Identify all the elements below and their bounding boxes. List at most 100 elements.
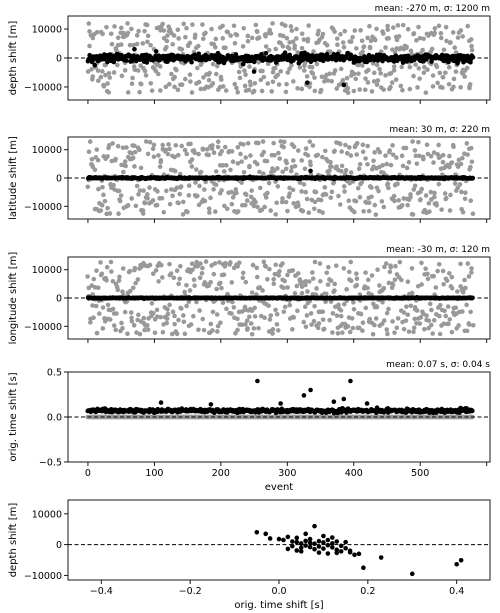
x-tick-label: 500 <box>411 468 429 479</box>
data-point <box>363 156 368 161</box>
data-point <box>144 22 150 28</box>
data-point <box>377 66 382 72</box>
data-point <box>301 319 307 325</box>
data-point <box>357 87 363 92</box>
data-point <box>137 147 142 153</box>
data-point <box>406 329 412 334</box>
data-point <box>431 273 437 279</box>
data-point <box>278 139 283 144</box>
data-point <box>320 154 325 160</box>
data-point <box>312 259 318 265</box>
data-point <box>385 181 391 186</box>
data-point <box>318 197 324 203</box>
data-point <box>322 148 328 154</box>
y-tick-label: 0.5 <box>47 368 62 379</box>
data-point <box>419 282 424 287</box>
data-point <box>191 277 197 283</box>
data-point <box>383 45 388 50</box>
data-point <box>302 166 308 172</box>
data-point <box>300 208 305 214</box>
data-point <box>351 88 357 94</box>
data-point <box>289 28 295 33</box>
data-point <box>365 67 371 73</box>
data-point <box>427 301 433 307</box>
data-point <box>274 311 280 317</box>
data-point <box>323 299 328 305</box>
data-point <box>206 77 212 83</box>
data-point <box>357 161 363 167</box>
data-point <box>110 141 115 146</box>
data-point <box>138 165 144 171</box>
data-point <box>215 323 221 329</box>
data-point <box>405 202 410 208</box>
data-point <box>366 208 372 214</box>
data-point <box>388 84 393 90</box>
data-point <box>268 31 274 36</box>
data-point <box>140 211 146 216</box>
data-point <box>291 79 296 84</box>
data-point <box>314 61 320 67</box>
data-point <box>99 271 105 277</box>
data-point <box>145 151 151 157</box>
data-point <box>119 320 124 326</box>
data-point <box>168 271 174 276</box>
data-point <box>100 185 105 190</box>
data-point <box>350 34 355 40</box>
data-point <box>186 299 192 305</box>
data-point <box>182 289 187 295</box>
data-point <box>260 68 265 74</box>
data-point <box>414 320 419 326</box>
data-point <box>312 523 317 529</box>
data-point <box>429 59 434 64</box>
data-point <box>242 68 247 74</box>
data-point <box>167 27 173 32</box>
data-point <box>381 87 386 92</box>
data-point <box>418 315 424 320</box>
data-point <box>447 271 452 276</box>
data-point <box>293 36 299 41</box>
data-point <box>460 309 465 314</box>
data-point <box>229 280 235 285</box>
data-point <box>338 66 344 72</box>
y-tick-label: 0 <box>56 174 62 185</box>
data-point <box>220 163 226 168</box>
data-point <box>334 36 340 41</box>
data-point <box>145 33 151 39</box>
data-point <box>446 81 452 87</box>
data-point <box>101 192 106 198</box>
data-point <box>334 86 340 91</box>
data-point <box>257 169 262 175</box>
data-point <box>172 321 177 327</box>
data-point <box>429 307 434 313</box>
data-point <box>352 552 357 558</box>
data-point <box>425 67 430 72</box>
data-point <box>328 195 334 200</box>
data-point <box>448 40 453 45</box>
data-point <box>370 331 376 337</box>
data-point <box>231 23 237 29</box>
data-point <box>310 276 316 281</box>
data-point <box>294 535 300 541</box>
data-point <box>87 139 93 144</box>
data-point <box>427 209 432 214</box>
data-point <box>241 142 246 147</box>
data-point <box>406 160 412 165</box>
data-point <box>85 184 91 190</box>
data-point <box>419 186 424 192</box>
data-point <box>338 308 344 313</box>
data-point <box>302 60 308 66</box>
data-point <box>365 143 370 149</box>
data-point <box>434 203 439 208</box>
data-point <box>468 164 473 170</box>
data-point <box>86 149 92 155</box>
data-point <box>378 49 384 54</box>
data-point <box>465 261 471 266</box>
data-point <box>128 310 134 315</box>
data-point <box>248 82 253 88</box>
data-point <box>150 198 156 203</box>
data-point <box>366 277 371 283</box>
stats-annotation: mean: -30 m, σ: 120 m <box>386 245 490 255</box>
data-point <box>329 189 335 195</box>
x-tick-label: −0.2 <box>179 586 202 597</box>
